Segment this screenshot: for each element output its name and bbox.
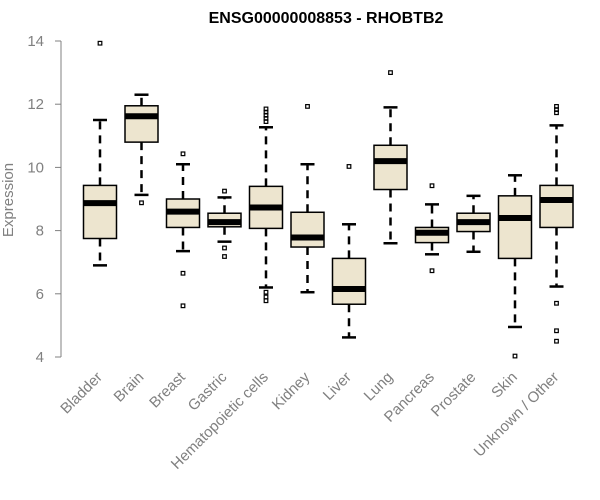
outlier-point (554, 110, 559, 116)
outlier-point (388, 70, 393, 76)
outlier-point (222, 254, 227, 259)
y-axis: 4 6 8 10 12 14 (27, 33, 62, 366)
box-kidney (290, 104, 325, 294)
box-lung (373, 70, 408, 245)
outlier-point (263, 294, 269, 300)
outlier-point (222, 188, 227, 194)
outlier-point (512, 353, 518, 359)
iqr-box (539, 184, 574, 229)
box-hematopoietic-cells (248, 106, 284, 304)
iqr-box (124, 105, 159, 143)
outlier-point (554, 328, 559, 334)
y-tick-label: 4 (36, 349, 44, 366)
y-tick-label: 8 (36, 223, 44, 240)
box-breast (165, 151, 201, 309)
x-tick-label: Lung (361, 369, 397, 405)
outlier-point (263, 119, 269, 124)
x-tick-label: Brain (111, 369, 148, 406)
box-bladder (82, 40, 118, 267)
iqr-box (290, 211, 325, 248)
chart-title: ENSG00000008853 - RHOBTB2 (209, 10, 444, 27)
iqr-box (373, 144, 408, 191)
x-tick-label: Breast (146, 368, 189, 411)
box-liver (331, 164, 367, 339)
outlier-point (429, 268, 435, 274)
outlier-point (97, 40, 103, 46)
y-tick-label: 14 (27, 33, 44, 50)
box-unknown-other (539, 104, 574, 344)
x-tick-label: Bladder (57, 369, 106, 418)
y-tick-label: 12 (27, 96, 44, 113)
iqr-box (82, 184, 118, 240)
outlier-point (139, 200, 144, 206)
outlier-point (180, 303, 186, 309)
x-tick-label: Liver (320, 369, 355, 404)
boxes-group (82, 40, 574, 359)
outlier-point (305, 104, 310, 109)
x-tick-label: Skin (488, 369, 521, 402)
outlier-point (554, 338, 559, 344)
iqr-box (331, 257, 367, 305)
outlier-point (180, 151, 186, 157)
box-skin (497, 174, 533, 359)
iqr-box (497, 195, 533, 260)
outlier-point (222, 245, 227, 251)
x-tick-label: Kidney (269, 368, 314, 413)
outlier-point (346, 164, 352, 169)
y-axis-label: Expression (0, 163, 17, 237)
outlier-point (554, 300, 559, 306)
box-prostate (456, 194, 491, 254)
outlier-point (263, 298, 269, 304)
outlier-point (180, 270, 186, 276)
y-tick-label: 6 (36, 286, 44, 303)
box-gastric (207, 188, 242, 259)
outlier-point (263, 289, 269, 295)
box-brain (124, 93, 159, 206)
box-pancreas (414, 183, 450, 274)
outlier-point (429, 183, 435, 189)
x-tick-label: Prostate (428, 369, 480, 421)
y-tick-label: 10 (27, 159, 44, 176)
